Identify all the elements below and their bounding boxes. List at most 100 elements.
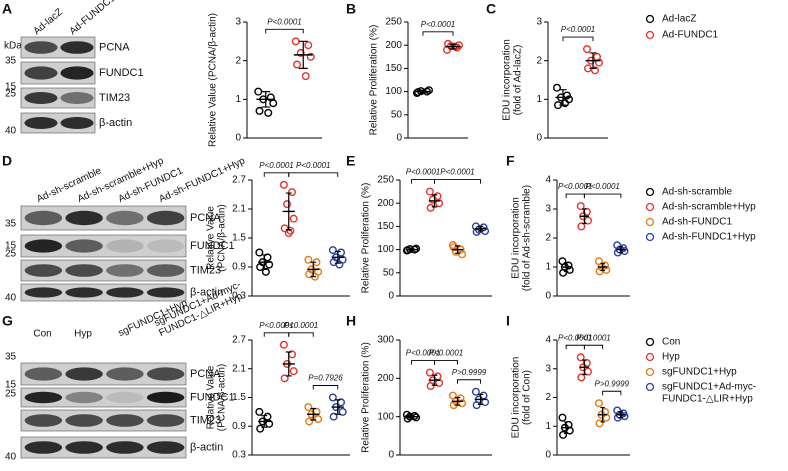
y-tick-label: 1 [536, 94, 542, 105]
data-point [553, 83, 562, 92]
blot-band [146, 414, 185, 427]
comparison-bracket [457, 379, 481, 384]
y-tick-label: 0 [388, 450, 394, 461]
blot-strip [20, 436, 187, 459]
data-point [595, 419, 604, 428]
data-point [255, 106, 264, 115]
legend-label: Ad-lacZ [662, 14, 696, 25]
p-value: P<0.0001 [296, 161, 330, 170]
marker-label: 35 [5, 219, 17, 230]
data-point [425, 86, 434, 95]
comparison-bracket [263, 172, 290, 177]
blot-band [106, 239, 144, 253]
y-tick-label: 0 [396, 133, 402, 144]
sd-bar [408, 414, 415, 419]
marker-label: 40 [5, 126, 17, 137]
marker-label: 15 [5, 380, 17, 391]
blot-band [146, 264, 185, 277]
y-tick-label: 2 [235, 55, 241, 66]
lane-label: Hyp [74, 329, 92, 340]
data-point [289, 367, 298, 376]
blot-band [24, 117, 58, 129]
protein-label: TIM23 [190, 264, 221, 276]
p-value: P<0.0001 [259, 321, 293, 330]
protein-label: FUNDC1 [190, 391, 235, 403]
sd-bar [618, 246, 624, 254]
blot-band [60, 92, 94, 104]
data-point [577, 222, 586, 231]
marker-label: 40 [5, 452, 17, 463]
legend-label: Con [662, 337, 680, 348]
y-tick-label: 2.1 [232, 363, 246, 374]
blot-band [146, 367, 185, 381]
p-value: P<0.0001 [558, 182, 592, 191]
data-point [304, 41, 313, 50]
data-point [306, 52, 315, 61]
sd-bar [563, 262, 569, 272]
legend-label: Ad-sh-scramble [662, 187, 732, 198]
blot-band [65, 287, 103, 298]
p-value: P<0.0001 [429, 349, 463, 358]
blot-band [146, 210, 185, 226]
data-point [254, 87, 263, 96]
sd-bar [431, 374, 438, 386]
data-point [335, 260, 344, 269]
protein-label: TIM23 [99, 92, 130, 104]
comparison-bracket [265, 28, 304, 34]
legend-marker [645, 202, 655, 212]
panel-letter: G [2, 313, 13, 329]
data-point [412, 413, 421, 422]
y-tick-label: 3 [235, 17, 241, 28]
data-point [426, 382, 435, 391]
data-point [471, 387, 480, 396]
y-tick-label: 0 [545, 450, 551, 461]
blot-band [65, 391, 103, 404]
p-value: P<0.0001 [585, 182, 619, 191]
data-point [425, 187, 434, 196]
protein-label: FUNDC1 [99, 67, 144, 79]
p-value: P<0.0001 [406, 168, 440, 177]
lane-label-line: Ad-FUNDC1 [68, 0, 118, 37]
sd-bar [261, 91, 271, 108]
comparison-bracket [583, 193, 622, 199]
p-value: P<0.0001 [284, 321, 318, 330]
data-point [304, 255, 313, 264]
legend-marker [645, 337, 655, 347]
blot-strip [20, 387, 187, 408]
data-point [288, 188, 297, 197]
data-point [576, 202, 585, 211]
y-tick-label: 1.5 [232, 233, 246, 244]
data-point [338, 407, 347, 416]
y-tick-label: 1 [545, 421, 551, 432]
blot-band [106, 414, 144, 427]
data-point [561, 99, 570, 108]
sd-bar [310, 261, 317, 278]
y-tick-label: 2 [536, 55, 542, 66]
data-point [269, 99, 278, 108]
y-tick-label: 0.3 [232, 450, 246, 461]
lane-label: Ad-sh-scramble [35, 165, 104, 205]
y-axis-label: Relative Proliferation (%) [369, 25, 380, 136]
marker-label: 35 [5, 56, 17, 67]
comparison-bracket [288, 332, 314, 337]
comparison-bracket [312, 385, 339, 390]
sd-bar [408, 248, 415, 252]
sd-bar [600, 262, 605, 272]
blot-band [60, 117, 94, 129]
marker-label: 15 [5, 82, 17, 93]
comparison-bracket [434, 360, 458, 365]
data-point [296, 48, 305, 57]
sd-bar [477, 225, 484, 232]
y-tick-label: 1.5 [232, 392, 246, 403]
data-point [265, 260, 274, 269]
y-tick-label: 2 [545, 392, 551, 403]
blot-strip [20, 234, 187, 258]
data-point [255, 248, 264, 257]
data-point [264, 108, 273, 117]
panel-letter: E [346, 153, 355, 169]
data-point [455, 41, 464, 50]
data-point [283, 200, 292, 209]
blot-band [60, 66, 94, 80]
data-point [601, 261, 610, 270]
